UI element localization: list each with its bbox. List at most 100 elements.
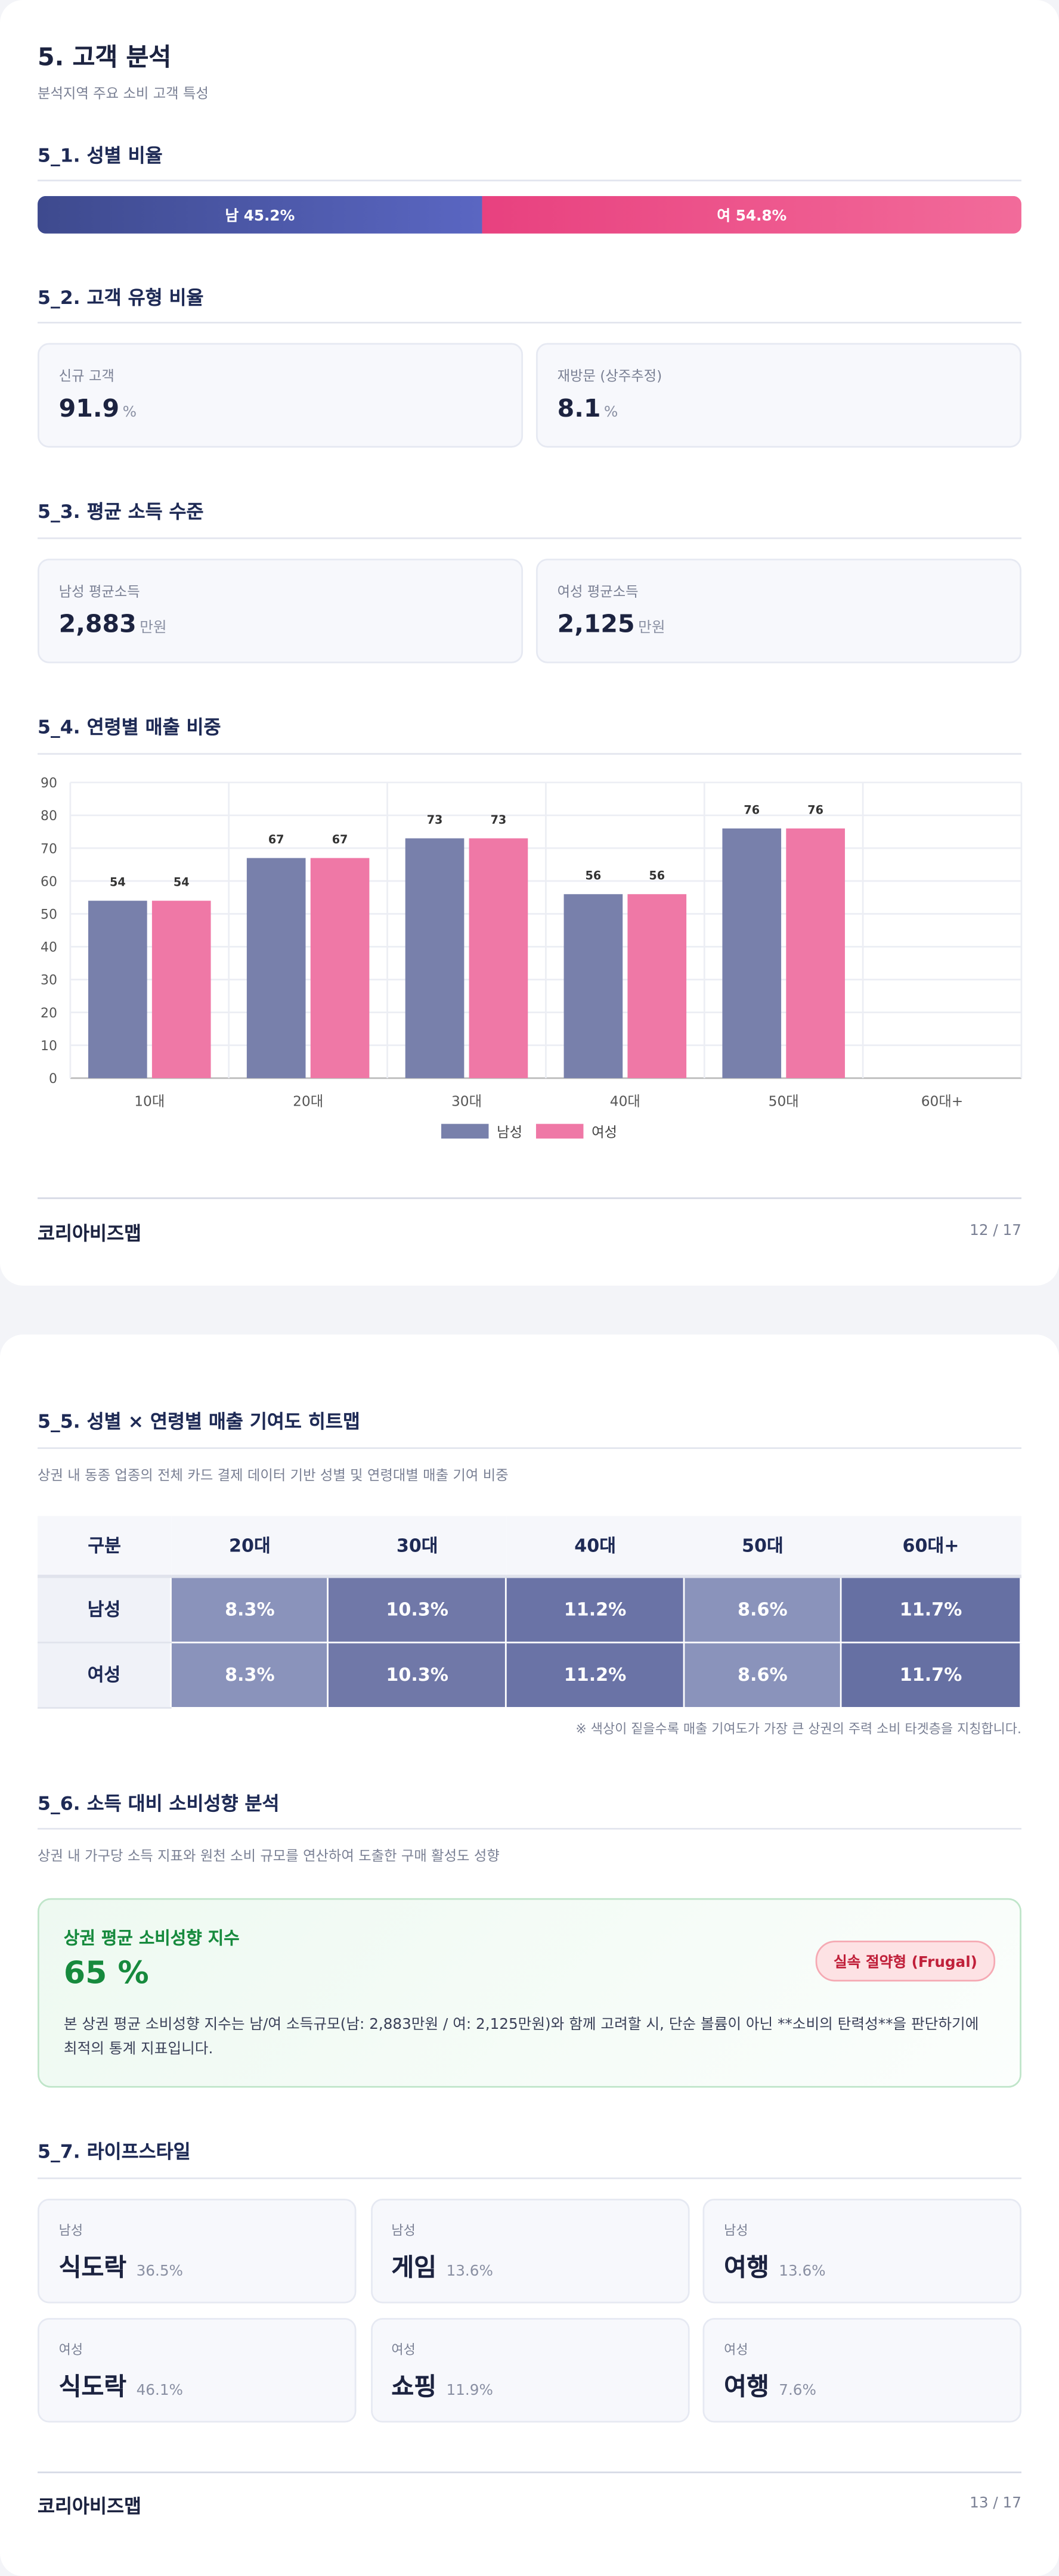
name: 쇼핑 bbox=[391, 2372, 437, 2401]
bar bbox=[722, 828, 782, 1078]
value-label: 56 bbox=[649, 869, 665, 883]
stat-card bbox=[535, 343, 1021, 448]
value-label: 54 bbox=[110, 876, 126, 889]
value-label: 67 bbox=[332, 833, 348, 846]
stat-card bbox=[535, 558, 1021, 663]
female-label: 여 54.8% bbox=[717, 209, 787, 226]
rule bbox=[38, 321, 1021, 324]
row: 남성 8.3% 10.3% 11.2% 8.6% 11.7% bbox=[38, 1575, 1021, 1643]
lifestyle-gender: 여성 bbox=[58, 2342, 83, 2357]
name: 게임 bbox=[391, 2252, 437, 2282]
rule bbox=[38, 753, 1021, 755]
stat-value: 8.1% bbox=[558, 394, 618, 423]
name: 식도락 bbox=[58, 2372, 127, 2401]
propensity-box bbox=[38, 1898, 1021, 2088]
stat-value: 2,883 만원 bbox=[59, 609, 167, 638]
y-tick-label: 80 bbox=[41, 809, 57, 824]
value: 91.9 bbox=[58, 393, 120, 423]
x-tick-label: 30대 bbox=[451, 1093, 482, 1109]
propensity-text: 본 상권 평균 소비성향 지수는 남/여 소득규모(남: 2,883만원 / 여… bbox=[63, 2017, 979, 2059]
lifestyle-value: 식도락 36.5% bbox=[59, 2249, 183, 2284]
heading: 5_1. 성별 비율 bbox=[38, 144, 163, 167]
y-tick-label: 90 bbox=[41, 776, 57, 791]
lifestyle-gender: 남성 bbox=[58, 2223, 83, 2238]
header-cell: 20대 bbox=[171, 1516, 329, 1578]
propensity-value: 65 % bbox=[63, 1955, 149, 1991]
heading: 5_5. 성별 × 연령별 매출 기여도 히트맵 bbox=[38, 1410, 360, 1433]
header-cell: 30대 bbox=[328, 1516, 506, 1578]
y-tick-label: 10 bbox=[41, 1039, 57, 1054]
y-tick-label: 0 bbox=[49, 1072, 57, 1087]
value-label: 67 bbox=[268, 833, 284, 846]
footer-page: 12 / 17 bbox=[970, 1223, 1021, 1240]
lifestyle-card bbox=[38, 2318, 357, 2423]
bar bbox=[151, 901, 211, 1078]
value-label: 76 bbox=[807, 803, 823, 817]
stat-value: 91.9% bbox=[59, 394, 137, 423]
gender-bar: 남 45.2% 여 54.8% bbox=[38, 195, 1021, 234]
share: 13.6% bbox=[446, 2264, 493, 2281]
header-cell: 50대 bbox=[684, 1516, 841, 1578]
heat-cell: 11.2% bbox=[505, 1575, 685, 1643]
rule bbox=[38, 2471, 1021, 2473]
value-label: 56 bbox=[586, 869, 602, 883]
unit: 만원 bbox=[140, 620, 167, 637]
female-bar: 여 54.8% bbox=[482, 195, 1021, 234]
y-tick-label: 20 bbox=[41, 1006, 57, 1021]
x-tick-label: 20대 bbox=[293, 1093, 323, 1109]
y-tick-label: 70 bbox=[41, 842, 57, 856]
heat-cell: 8.3% bbox=[170, 1641, 329, 1708]
y-tick-label: 30 bbox=[41, 973, 57, 988]
heat-cell: 11.2% bbox=[505, 1641, 685, 1708]
x-tick-label: 40대 bbox=[610, 1093, 640, 1109]
legend-swatch bbox=[535, 1123, 584, 1139]
value-label: 73 bbox=[491, 813, 507, 827]
bar bbox=[563, 894, 623, 1078]
stat-card bbox=[38, 343, 524, 448]
legend-swatch bbox=[441, 1123, 489, 1139]
lifestyle-value: 여행 13.6% bbox=[724, 2249, 825, 2284]
unit: % bbox=[603, 405, 618, 422]
legend-label: 여성 bbox=[592, 1125, 617, 1141]
footer-page: 13 / 17 bbox=[970, 2496, 1021, 2513]
bar bbox=[88, 901, 147, 1078]
heading: 5_7. 라이프스타일 bbox=[38, 2140, 191, 2163]
value: 8.1 bbox=[557, 393, 601, 423]
share: 36.5% bbox=[136, 2264, 183, 2281]
stat-value: 2,125 만원 bbox=[558, 609, 665, 638]
legend-label: 남성 bbox=[497, 1125, 522, 1141]
lifestyle-value: 게임 13.6% bbox=[391, 2249, 493, 2284]
badge: 실속 절약형 (Frugal) bbox=[815, 1941, 996, 1982]
description: 상권 내 가구당 소득 지표와 원천 소비 규모를 연산하여 도출한 구매 활성… bbox=[38, 1849, 500, 1866]
heading: 5_3. 평균 소득 수준 bbox=[38, 499, 204, 523]
heading: 5_4. 연령별 매출 비중 bbox=[38, 715, 221, 738]
lifestyle-card bbox=[702, 2199, 1021, 2304]
bar bbox=[405, 838, 465, 1078]
stat-label: 재방문 (상주추정) bbox=[557, 369, 662, 386]
stat-label: 여성 평균소득 bbox=[557, 585, 639, 601]
male-label: 남 45.2% bbox=[225, 209, 295, 226]
header-cell: 구분 bbox=[38, 1516, 172, 1578]
propensity-label: 상권 평균 소비성향 지수 bbox=[63, 1929, 240, 1949]
heat-cell: 8.6% bbox=[683, 1641, 842, 1708]
chart: 0 10 20 30 40 50 60 70 80 90 10대 54 54 20대 67 67 30대 73 73… bbox=[41, 776, 1023, 1141]
y-tick-label: 60 bbox=[41, 874, 57, 889]
lifestyle-value: 쇼핑 11.9% bbox=[391, 2369, 493, 2403]
stat-label: 신규 고객 bbox=[58, 369, 114, 386]
value-label: 76 bbox=[744, 803, 760, 817]
male-bar: 남 45.2% bbox=[38, 195, 482, 234]
value-label: 54 bbox=[174, 876, 190, 889]
lifestyle-card bbox=[370, 2318, 689, 2423]
rule bbox=[38, 1197, 1021, 1199]
unit: % bbox=[122, 405, 137, 422]
title: 5. 고객 분석 bbox=[38, 42, 172, 72]
value: 2,125 bbox=[557, 609, 635, 639]
rule bbox=[38, 179, 1021, 182]
row-header: 여성 bbox=[38, 1641, 172, 1708]
name: 여행 bbox=[724, 2252, 769, 2282]
lifestyle-card bbox=[370, 2199, 689, 2304]
rule bbox=[38, 537, 1021, 539]
lifestyle-gender: 여성 bbox=[391, 2342, 416, 2357]
rule bbox=[38, 2177, 1021, 2180]
